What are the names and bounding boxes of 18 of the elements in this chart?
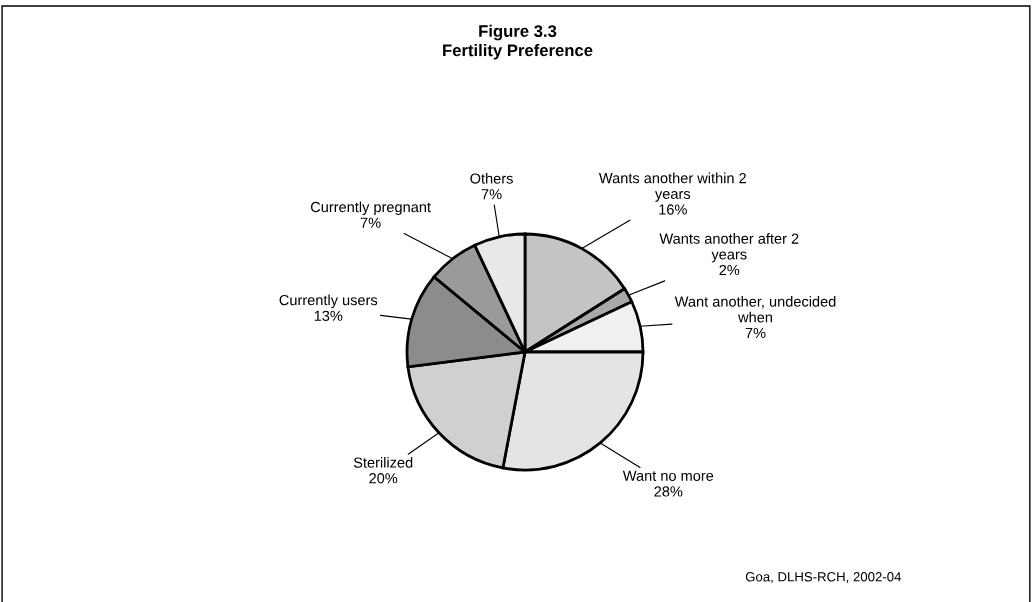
slice-label: Others bbox=[470, 172, 513, 184]
slice-label: Want another, undecided when bbox=[674, 296, 836, 323]
slice-label: Currently pregnant bbox=[310, 201, 431, 216]
data-label: 2% bbox=[719, 264, 740, 276]
chart-title: Figure 3.3 Fertility Preference bbox=[443, 24, 593, 60]
slice-label: Wants another within 2 years bbox=[598, 172, 746, 202]
legend-label: Wants another after 2 years bbox=[659, 233, 799, 263]
data-label: 7% bbox=[745, 327, 766, 339]
slice-label: Want no more bbox=[622, 470, 714, 481]
data-label: 13% bbox=[314, 310, 343, 321]
data-label: 7% bbox=[481, 189, 502, 200]
data-label: 20% bbox=[369, 473, 398, 484]
data-label: 16% bbox=[659, 204, 687, 215]
data-label: 7% bbox=[360, 217, 381, 228]
slice-label: Sterilized bbox=[353, 457, 413, 468]
data-label: 28% bbox=[654, 486, 683, 497]
text: Goa, DLHS-RCH, 2002-04 bbox=[745, 572, 902, 584]
slice-label: Currently users bbox=[279, 294, 378, 309]
